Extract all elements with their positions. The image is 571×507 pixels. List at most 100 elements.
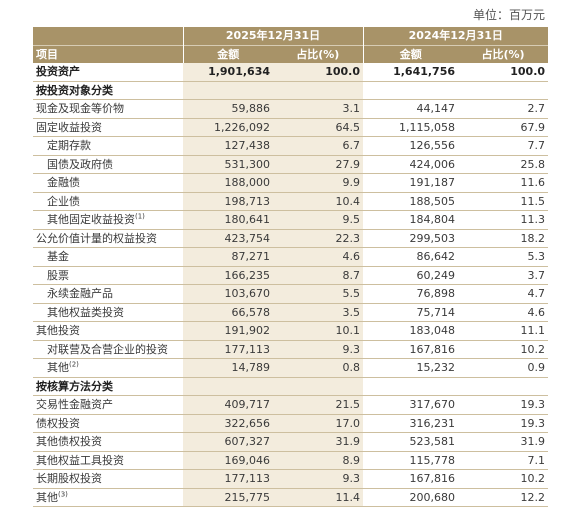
pct-2024: 4.6 (458, 303, 549, 322)
amount-2024: 184,804 (363, 210, 459, 230)
row-label: 按投资对象分类 (33, 81, 183, 100)
row-label: 公允价值计量的权益投资 (33, 229, 183, 248)
table-row: 其他投资 191,902 10.1 183,048 11.1 (33, 321, 549, 341)
table-row: 交易性金融资产 409,717 21.5 317,670 19.3 (33, 395, 549, 415)
pct-2024: 3.7 (458, 266, 549, 285)
header-item: 项目 (33, 44, 183, 63)
table-row: 对联营及合营企业的投资 177,113 9.3 167,816 10.2 (33, 340, 549, 359)
row-label: 其他(3) (33, 488, 183, 507)
header-amount-2025: 金额 (182, 44, 273, 63)
row-label: 其他(2) (33, 358, 183, 378)
pct-2024: 0.9 (458, 358, 549, 378)
pct-2024: 7.1 (458, 451, 549, 470)
amount-2025: 177,113 (183, 340, 273, 359)
table-row: 长期股权投资 177,113 9.3 167,816 10.2 (33, 469, 549, 489)
pct-2025: 3.5 (273, 303, 364, 322)
amount-2024 (363, 377, 459, 396)
amount-2024: 188,505 (363, 192, 459, 211)
amount-2025: 607,327 (183, 432, 273, 452)
table-row: 永续金融产品 103,670 5.5 76,898 4.7 (33, 284, 549, 304)
table-row: 现金及现金等价物 59,886 3.1 44,147 2.7 (33, 99, 549, 119)
pct-2024: 100.0 (458, 63, 549, 82)
header-pct-2024: 占比(%) (458, 44, 549, 63)
amount-2025: 103,670 (183, 284, 273, 304)
row-label-text: 其他债权投资 (36, 435, 102, 448)
amount-2025: 87,271 (183, 247, 273, 267)
pct-2025: 8.7 (273, 266, 364, 285)
header-period-2024: 2024年12月31日 (362, 27, 549, 45)
row-label: 对联营及合营企业的投资 (33, 340, 183, 359)
table-row: 基金 87,271 4.6 86,642 5.3 (33, 247, 549, 267)
amount-2025: 1,226,092 (183, 118, 273, 137)
table-row: 其他权益类投资 66,578 3.5 75,714 4.6 (33, 303, 549, 322)
row-label-text: 基金 (47, 250, 69, 263)
table-row: 定期存款 127,438 6.7 126,556 7.7 (33, 136, 549, 156)
header-pct-2025: 占比(%) (273, 44, 364, 63)
row-label: 按核算方法分类 (33, 377, 183, 396)
amount-2024: 76,898 (363, 284, 459, 304)
row-label-text: 其他投资 (36, 324, 80, 337)
amount-2025: 177,113 (183, 469, 273, 489)
row-label: 其他固定收益投资(1) (33, 210, 183, 230)
amount-2024: 115,778 (363, 451, 459, 470)
pct-2025: 8.9 (273, 451, 364, 470)
pct-2024: 19.3 (458, 395, 549, 415)
pct-2025: 10.4 (273, 192, 364, 211)
row-label-text: 其他固定收益投资 (47, 213, 135, 226)
amount-2025: 188,000 (183, 173, 273, 193)
pct-2024: 25.8 (458, 155, 549, 174)
amount-2024: 183,048 (363, 321, 459, 341)
amount-2024: 75,714 (363, 303, 459, 322)
pct-2025: 27.9 (273, 155, 364, 174)
pct-2024: 18.2 (458, 229, 549, 248)
row-label-text: 企业债 (47, 194, 80, 208)
amount-2025: 169,046 (183, 451, 273, 470)
row-label-text: 按投资对象分类 (36, 83, 113, 97)
amount-2024: 167,816 (363, 469, 459, 489)
table-row: 股票 166,235 8.7 60,249 3.7 (33, 266, 549, 285)
amount-2024: 191,187 (363, 173, 459, 193)
row-label-text: 股票 (47, 268, 69, 282)
pct-2025: 11.4 (273, 488, 364, 507)
amount-2024: 200,680 (363, 488, 459, 507)
table-row: 其他(3) 215,775 11.4 200,680 12.2 (33, 488, 549, 507)
table-row: 投资资产 1,901,634 100.0 1,641,756 100.0 (33, 63, 549, 82)
row-label-text: 其他 (36, 490, 58, 504)
table-row: 其他债权投资 607,327 31.9 523,581 31.9 (33, 432, 549, 452)
pct-2025: 0.8 (273, 358, 364, 378)
table-body: 投资资产 1,901,634 100.0 1,641,756 100.0 按投资对象分类现… (33, 63, 549, 507)
pct-2025: 31.9 (273, 432, 364, 452)
row-label-text: 其他 (47, 361, 69, 374)
amount-2024: 86,642 (363, 247, 459, 267)
row-label: 交易性金融资产 (33, 395, 183, 415)
row-label: 企业债 (33, 192, 183, 211)
row-label: 国债及政府债 (33, 155, 183, 174)
section-row: 按投资对象分类 (33, 81, 549, 100)
row-label: 其他投资 (33, 321, 183, 341)
amount-2024: 1,115,058 (363, 118, 459, 137)
amount-2024: 424,006 (363, 155, 459, 174)
pct-2025: 17.0 (273, 414, 364, 433)
amount-2025: 215,775 (183, 488, 273, 507)
row-label: 基金 (33, 247, 183, 267)
table-row: 固定收益投资 1,226,092 64.5 1,115,058 67.9 (33, 118, 549, 137)
row-label-text: 其他权益类投资 (47, 305, 124, 319)
pct-2024: 4.7 (458, 284, 549, 304)
amount-2025: 59,886 (183, 99, 273, 119)
pct-2025: 64.5 (273, 118, 364, 137)
amount-2025: 166,235 (183, 266, 273, 285)
row-label: 固定收益投资 (33, 118, 183, 137)
row-label: 其他债权投资 (33, 432, 183, 452)
amount-2025: 322,656 (183, 414, 273, 433)
pct-2024: 10.2 (458, 340, 549, 359)
amount-2024: 44,147 (363, 99, 459, 119)
header-amount-2024: 金额 (362, 44, 459, 63)
pct-2024: 11.3 (458, 210, 549, 230)
amount-2024: 316,231 (363, 414, 459, 433)
amount-2025: 1,901,634 (183, 63, 273, 82)
pct-2025: 4.6 (273, 247, 364, 267)
amount-2024: 60,249 (363, 266, 459, 285)
amount-2025: 127,438 (183, 136, 273, 156)
row-label-text: 其他权益工具投资 (36, 453, 124, 467)
row-label: 其他权益工具投资 (33, 451, 183, 470)
